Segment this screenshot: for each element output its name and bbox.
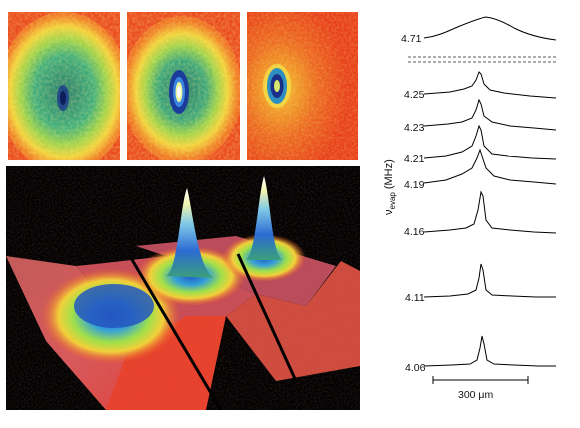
density-map-2-graphic (127, 12, 240, 160)
profiles-graphic: 4.71 4.25 4.23 4.21 4.19 4.16 4.11 4.06 … (383, 16, 558, 401)
density-map-2 (127, 12, 240, 160)
profile-line-6 (423, 190, 557, 234)
profile-label-3: 4.23 (404, 122, 425, 134)
profile-label-7: 4.11 (405, 292, 425, 304)
profile-label-5: 4.19 (404, 179, 425, 191)
profile-line-3 (423, 98, 557, 131)
profile-label-6: 4.16 (404, 226, 425, 238)
profile-line-7 (423, 263, 556, 298)
profile-label-1: 4.71 (401, 33, 422, 45)
scale-bar-label: 300 μm (458, 389, 493, 401)
surface-plot-3d-graphic (6, 166, 360, 410)
density-map-1-graphic (8, 12, 120, 160)
axis-label: νevap(MHz) (383, 159, 397, 215)
axis-label-group: νevap(MHz) (383, 159, 397, 215)
density-map-3-graphic (247, 12, 358, 160)
surface-plot-3d (6, 166, 360, 410)
profile-label-2: 4.25 (404, 89, 425, 101)
density-map-3 (247, 12, 358, 160)
profile-label-4: 4.21 (404, 153, 425, 165)
profile-line-8 (423, 335, 556, 367)
profile-line-5 (423, 148, 557, 185)
profile-line-4 (423, 124, 557, 160)
profile-line-1 (423, 16, 557, 41)
profile-label-8: 4.06 (405, 362, 426, 374)
profile-line-2 (423, 71, 557, 99)
density-map-1 (8, 12, 120, 160)
profiles-panel: 4.71 4.25 4.23 4.21 4.19 4.16 4.11 4.06 … (380, 0, 580, 423)
